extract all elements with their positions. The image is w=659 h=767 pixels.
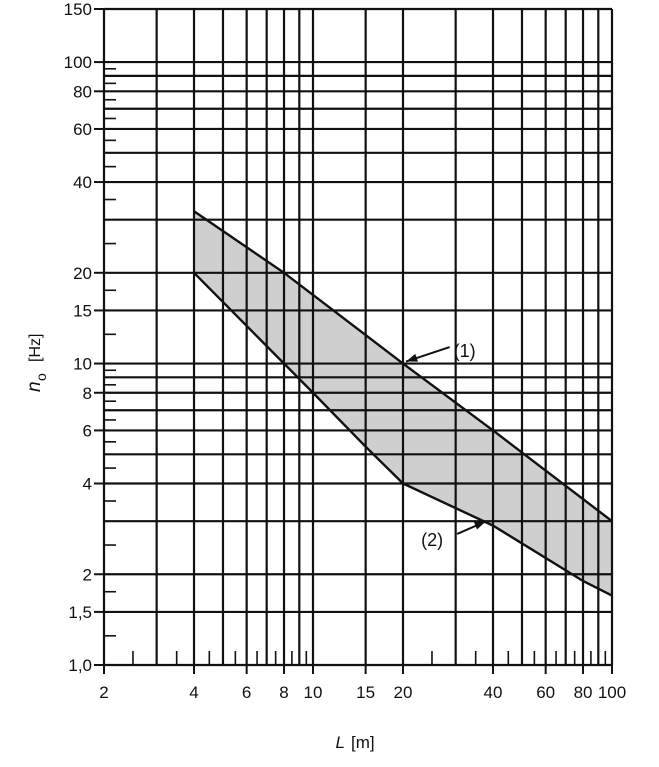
y-axis-label: n <box>24 381 45 392</box>
x-tick-label: 100 <box>598 683 626 702</box>
x-tick-label: 6 <box>242 683 251 702</box>
y-tick-label: 80 <box>73 82 92 101</box>
y-tick-label: 15 <box>73 301 92 320</box>
x-tick-label: 60 <box>536 683 555 702</box>
x-tick-label: 4 <box>189 683 198 702</box>
arrowhead-icon <box>406 353 419 362</box>
x-tick-label: 2 <box>99 683 108 702</box>
y-axis-unit: [Hz] <box>27 334 44 362</box>
x-axis-unit: [m] <box>351 733 375 752</box>
y-tick-label: 40 <box>73 173 92 192</box>
x-tick-label: 15 <box>356 683 375 702</box>
series-line-2 <box>193 271 613 597</box>
y-tick-label: 6 <box>83 421 92 440</box>
y-tick-label: 8 <box>83 384 92 403</box>
y-axis-subscript: o <box>33 373 49 381</box>
y-tick-label: 150 <box>64 0 92 19</box>
y-tick-label: 20 <box>73 264 92 283</box>
arrowhead-icon <box>473 521 486 530</box>
x-tick-label: 40 <box>484 683 503 702</box>
y-tick-label: 10 <box>73 355 92 374</box>
x-tick-label: 80 <box>574 683 593 702</box>
y-tick-label: 1,5 <box>68 603 92 622</box>
series-line-1 <box>193 210 613 523</box>
x-tick-label: 20 <box>394 683 413 702</box>
y-tick-label: 100 <box>64 53 92 72</box>
y-tick-label: 2 <box>83 565 92 584</box>
x-tick-label: 10 <box>304 683 323 702</box>
x-axis-label: L <box>336 733 345 752</box>
x-tick-label: 8 <box>279 683 288 702</box>
y-tick-label: 1,0 <box>68 656 92 675</box>
y-tick-label: 60 <box>73 120 92 139</box>
series-label-1: (1) <box>454 341 476 361</box>
y-tick-label: 4 <box>83 475 92 494</box>
series-label-2: (2) <box>421 530 443 550</box>
